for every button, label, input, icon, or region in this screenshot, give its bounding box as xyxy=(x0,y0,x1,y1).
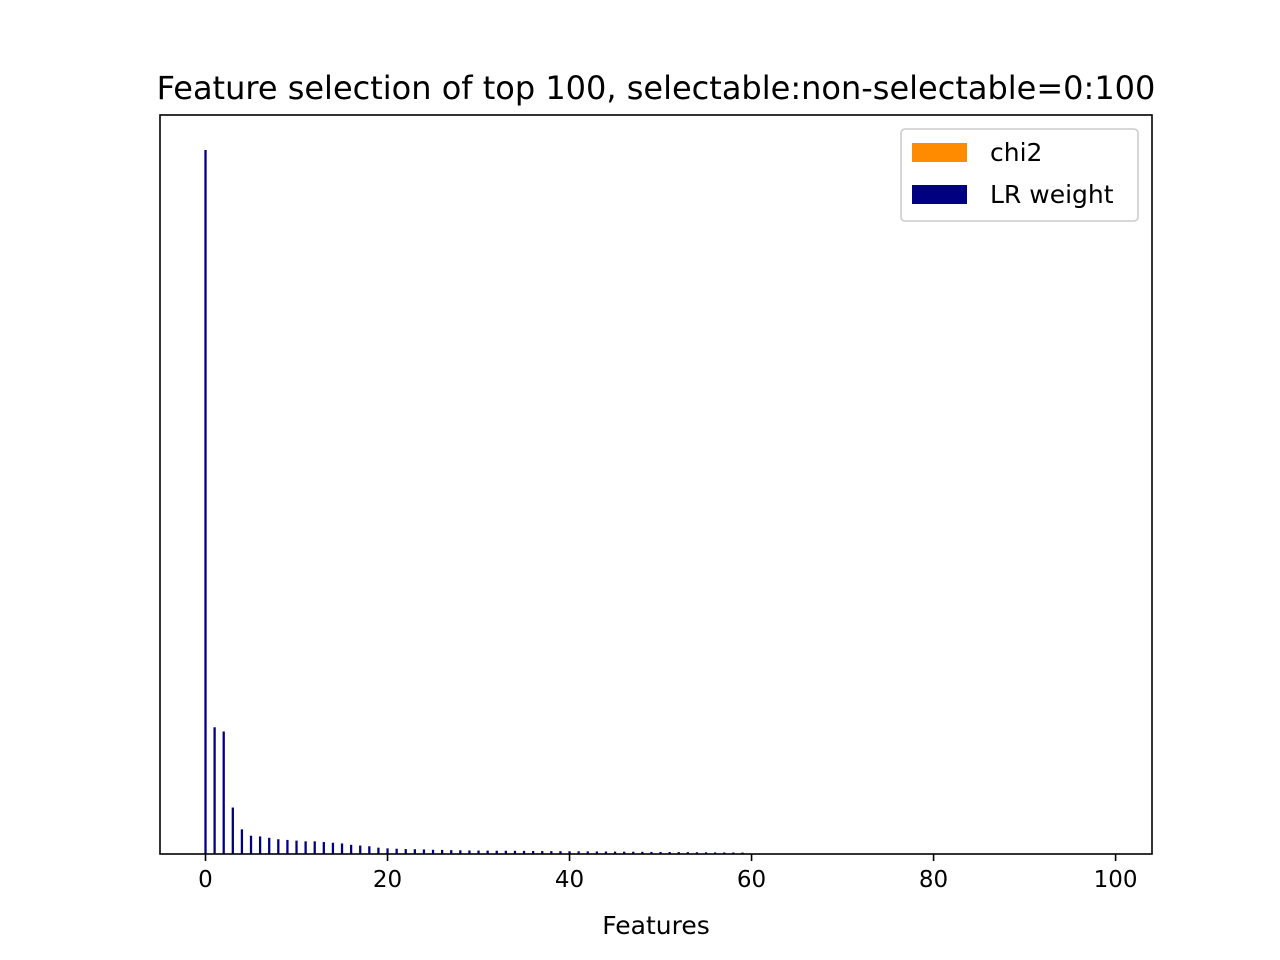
bar-lr-weight-37 xyxy=(541,851,544,854)
bar-lr-weight-52 xyxy=(677,852,680,854)
bar-lr-weight-6 xyxy=(258,836,262,854)
bar-lr-weight-8 xyxy=(277,839,280,854)
bar-lr-weight-36 xyxy=(532,850,535,854)
bar-lr-weight-12 xyxy=(313,841,316,854)
bar-lr-weight-1 xyxy=(213,727,216,854)
bar-lr-weight-18 xyxy=(368,846,371,854)
bar-lr-weight-21 xyxy=(395,848,398,854)
bar-lr-weight-30 xyxy=(477,850,480,854)
bar-lr-weight-31 xyxy=(486,850,489,854)
legend-swatch-lr-weight xyxy=(912,185,967,204)
legend-swatch-chi2 xyxy=(912,143,967,162)
bar-lr-weight-17 xyxy=(359,845,362,854)
bar-lr-weight-5 xyxy=(249,835,253,854)
bar-lr-weight-45 xyxy=(613,851,617,854)
x-tick-label-80: 80 xyxy=(919,867,948,893)
bar-lr-weight-28 xyxy=(459,850,462,854)
x-tick-label-100: 100 xyxy=(1094,867,1138,893)
x-tick-label-20: 20 xyxy=(373,867,402,893)
plot-frame xyxy=(159,114,1153,855)
bar-lr-weight-54 xyxy=(695,852,699,854)
bar-lr-weight-22 xyxy=(404,849,407,854)
bar-lr-weight-19 xyxy=(377,847,380,854)
bar-lr-weight-43 xyxy=(595,851,598,854)
bar-lr-weight-39 xyxy=(559,851,562,854)
bar-lr-weight-49 xyxy=(650,851,653,854)
bar-lr-weight-55 xyxy=(704,852,708,854)
bar-lr-weight-27 xyxy=(450,850,453,854)
x-axis-label: Features xyxy=(602,911,710,940)
bar-lr-weight-24 xyxy=(422,849,426,854)
bar-lr-weight-41 xyxy=(577,851,580,854)
bar-lr-weight-13 xyxy=(322,842,325,854)
x-tick-label-0: 0 xyxy=(198,867,213,893)
bar-lr-weight-44 xyxy=(604,851,608,854)
bar-lr-weight-38 xyxy=(550,851,553,854)
bar-lr-weight-20 xyxy=(386,848,389,854)
bar-lr-weight-50 xyxy=(659,851,662,854)
bar-lr-weight-16 xyxy=(349,844,353,854)
bar-lr-weight-7 xyxy=(268,837,271,854)
x-axis-ticks: 0 20 40 60 80 100 xyxy=(198,854,1138,893)
bar-lr-weight-32 xyxy=(495,850,498,854)
x-tick-label-60: 60 xyxy=(737,867,766,893)
bar-lr-weight-33 xyxy=(504,850,507,854)
bar-lr-weight-25 xyxy=(431,849,435,854)
chart-title: Feature selection of top 100, selectable… xyxy=(157,69,1156,107)
bar-lr-weight-26 xyxy=(440,849,444,854)
bar-lr-weight-34 xyxy=(513,850,517,854)
bar-lr-weight-56 xyxy=(714,852,717,854)
legend: chi2 LR weight xyxy=(900,128,1139,222)
legend-label-chi2: chi2 xyxy=(990,138,1042,167)
legend-label-lr-weight: LR weight xyxy=(990,180,1114,209)
bar-lr-weight-51 xyxy=(668,852,671,854)
bar-lr-weight-48 xyxy=(641,851,644,854)
bar-lr-weight-15 xyxy=(340,843,344,854)
bar-lr-weight-53 xyxy=(686,852,689,854)
bar-lr-weight-35 xyxy=(522,850,526,854)
bar-lr-weight-46 xyxy=(623,851,626,854)
bar-lr-weight-29 xyxy=(468,850,471,854)
bar-lr-weight-11 xyxy=(304,841,307,854)
bar-lr-weight-2 xyxy=(222,731,225,854)
bar-lr-weight-4 xyxy=(240,829,244,854)
bar-lr-weight-9 xyxy=(286,839,289,854)
bar-lr-weight-3 xyxy=(231,807,234,854)
bar-lr-weight-47 xyxy=(632,851,635,854)
bar-lr-weight-23 xyxy=(413,849,416,854)
bar-lr-weight-0 xyxy=(204,150,207,854)
x-tick-label-40: 40 xyxy=(555,867,584,893)
bar-lr-weight-10 xyxy=(295,840,298,854)
bar-lr-weight-14 xyxy=(331,842,335,854)
bar-lr-weight-42 xyxy=(586,851,589,854)
bar-lr-weight-40 xyxy=(568,851,571,854)
